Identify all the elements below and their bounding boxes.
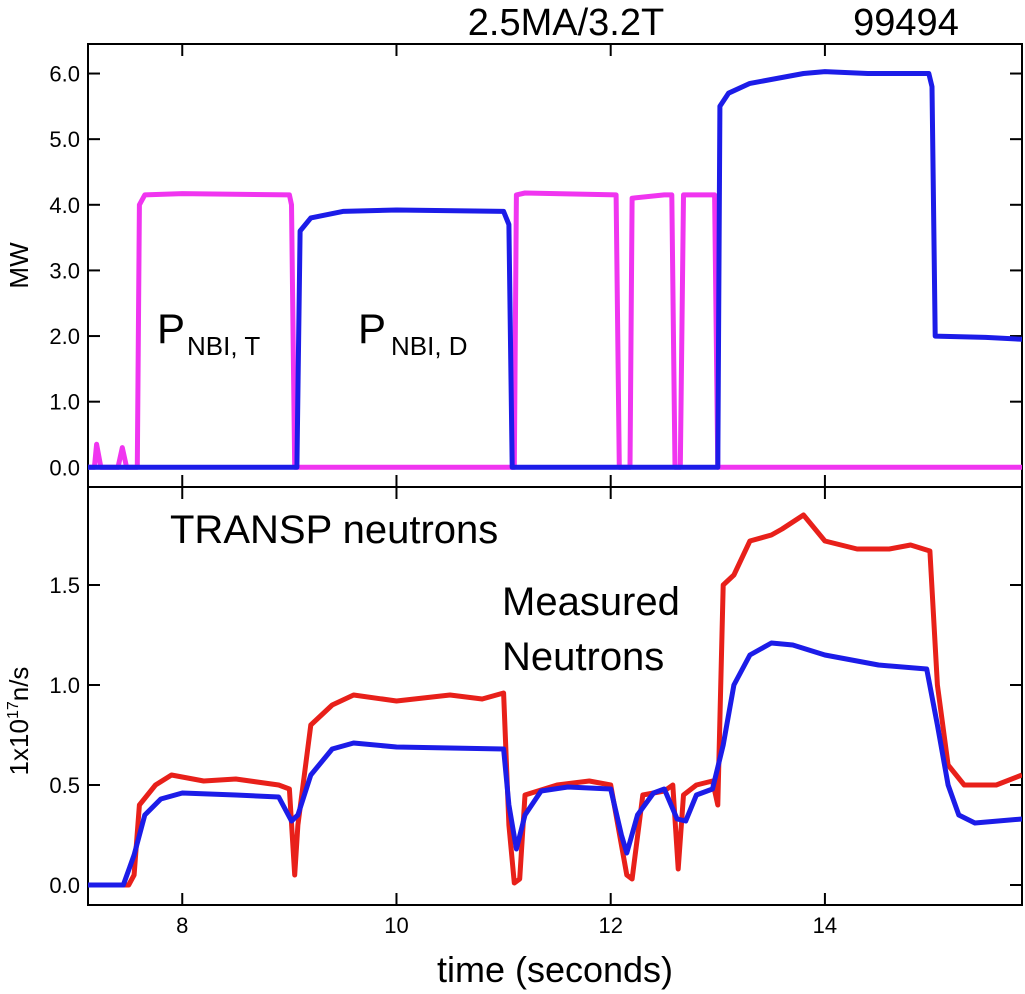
series-label: TRANSP neutrons [170,508,498,552]
y-axis-label-sup: 17 [5,701,22,719]
x-axis-label: time (seconds) [437,949,673,990]
series-label-sub: NBI, T [187,331,260,361]
chart-title: 99494 [853,2,959,44]
series-label-sub: NBI, D [391,331,468,361]
series-label: P [358,305,386,352]
series-label: Neutrons [502,635,664,679]
y-tick-label: 3.0 [49,258,80,283]
x-tick-label: 10 [384,913,408,938]
x-tick-label: 8 [176,913,188,938]
y-tick-label: 1.0 [49,673,80,698]
x-tick-label: 14 [813,913,837,938]
plot-frame [87,486,1023,906]
y-axis-label-part: 1x10 [4,719,34,775]
y-tick-label: 1.5 [49,573,80,598]
series-line [88,69,1022,470]
y-axis-label: MW [4,242,34,289]
chart-title: 2.5MA/3.2T [468,2,664,44]
series-line [88,512,1022,888]
y-tick-label: 1.0 [49,390,80,415]
y-axis-label-part: n/s [4,667,34,702]
series-line [88,640,1022,888]
plot-frame [87,43,1023,488]
y-tick-label: 0.0 [49,455,80,480]
y-tick-label: 0.5 [49,773,80,798]
x-tick-label: 12 [598,913,622,938]
y-axis-label: 1x1017n/s [4,667,34,776]
series-label: Measured [502,580,680,624]
y-tick-label: 5.0 [49,127,80,152]
y-tick-label: 4.0 [49,193,80,218]
series-label: P [157,305,185,352]
y-tick-label: 0.0 [49,873,80,898]
y-tick-label: 6.0 [49,62,80,87]
y-tick-label: 2.0 [49,324,80,349]
